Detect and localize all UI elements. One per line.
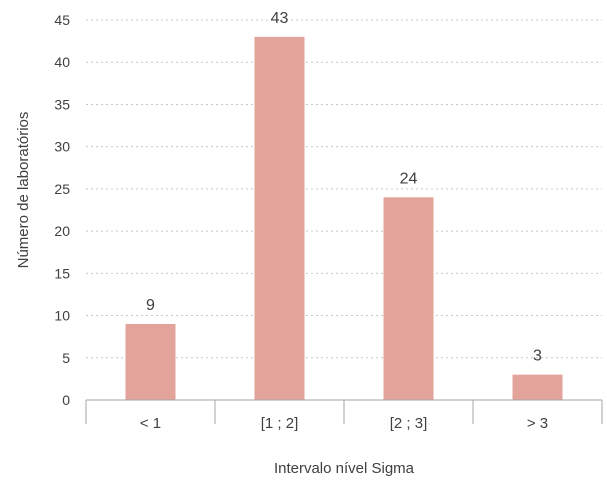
y-axis-ticks: 0 5 10 15 20 25 30 35 40 45 (54, 12, 70, 408)
bar (125, 324, 176, 400)
y-tick-label: 10 (54, 308, 70, 324)
data-label: 24 (400, 170, 418, 187)
data-label: 9 (146, 297, 155, 314)
x-tick-label: > 3 (527, 415, 548, 432)
y-tick-label: 45 (54, 12, 70, 28)
y-axis-title: Número de laboratórios (15, 112, 32, 269)
data-label: 43 (271, 10, 289, 27)
x-axis-title: Intervalo nível Sigma (274, 460, 415, 477)
bar (383, 197, 434, 400)
x-tick-label: [2 ; 3] (390, 415, 428, 432)
y-tick-label: 20 (54, 223, 70, 239)
x-tick-label: [1 ; 2] (261, 415, 299, 432)
bar (254, 36, 305, 401)
y-tick-label: 35 (54, 96, 70, 112)
y-tick-label: 0 (62, 392, 70, 408)
x-tick-label: < 1 (140, 415, 161, 432)
bar (512, 374, 563, 400)
y-tick-label: 30 (54, 139, 70, 155)
bars (125, 36, 563, 401)
y-tick-label: 15 (54, 265, 70, 281)
data-label: 3 (533, 348, 542, 365)
data-labels: 9 43 24 3 (146, 10, 542, 365)
y-tick-label: 5 (62, 350, 70, 366)
x-axis: < 1 [1 ; 2] [2 ; 3] > 3 (85, 399, 603, 432)
y-tick-label: 25 (54, 181, 70, 197)
gridlines (86, 19, 602, 359)
y-tick-label: 40 (54, 54, 70, 70)
